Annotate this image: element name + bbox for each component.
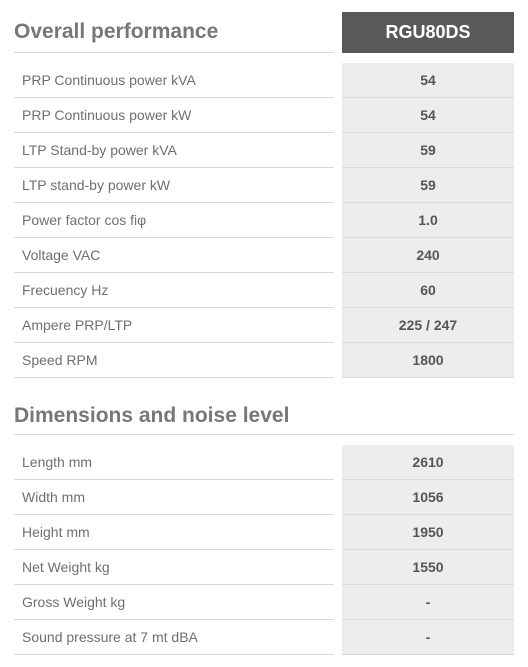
table-row: Height mm1950 bbox=[14, 515, 514, 550]
spec-value: 225 / 247 bbox=[342, 308, 514, 343]
spec-value: 1550 bbox=[342, 550, 514, 585]
model-badge: RGU80DS bbox=[342, 12, 514, 53]
table-row: LTP stand-by power kW59 bbox=[14, 168, 514, 203]
table-row: Net Weight kg1550 bbox=[14, 550, 514, 585]
spec-value: 54 bbox=[342, 98, 514, 133]
spec-label: Power factor cos fiφ bbox=[14, 203, 334, 238]
spec-value: 1.0 bbox=[342, 203, 514, 238]
spec-value: - bbox=[342, 620, 514, 655]
spec-rows: PRP Continuous power kVA54PRP Continuous… bbox=[14, 63, 514, 378]
spec-label: Width mm bbox=[14, 480, 334, 515]
spec-label: Height mm bbox=[14, 515, 334, 550]
spec-label: Net Weight kg bbox=[14, 550, 334, 585]
table-row: Width mm1056 bbox=[14, 480, 514, 515]
table-row: Frecuency Hz60 bbox=[14, 273, 514, 308]
table-row: Ampere PRP/LTP225 / 247 bbox=[14, 308, 514, 343]
table-row: Power factor cos fiφ1.0 bbox=[14, 203, 514, 238]
spec-value: 1056 bbox=[342, 480, 514, 515]
section-title: Overall performance bbox=[14, 12, 334, 53]
spec-label: PRP Continuous power kW bbox=[14, 98, 334, 133]
section-gap bbox=[14, 378, 514, 396]
spec-value: 59 bbox=[342, 133, 514, 168]
spec-value: 54 bbox=[342, 63, 514, 98]
spec-label: Length mm bbox=[14, 445, 334, 480]
table-row: Length mm2610 bbox=[14, 445, 514, 480]
table-row: Speed RPM1800 bbox=[14, 343, 514, 378]
spec-value: 1950 bbox=[342, 515, 514, 550]
table-row: LTP Stand-by power kVA59 bbox=[14, 133, 514, 168]
spec-label: Gross Weight kg bbox=[14, 585, 334, 620]
table-row: Gross Weight kg- bbox=[14, 585, 514, 620]
section-title: Dimensions and noise level bbox=[14, 396, 514, 435]
spec-value: 240 bbox=[342, 238, 514, 273]
spec-label: Ampere PRP/LTP bbox=[14, 308, 334, 343]
spec-rows: Length mm2610Width mm1056Height mm1950Ne… bbox=[14, 445, 514, 655]
spec-label: Sound pressure at 7 mt dBA bbox=[14, 620, 334, 655]
spec-label: Speed RPM bbox=[14, 343, 334, 378]
spec-value: 59 bbox=[342, 168, 514, 203]
spec-label: LTP Stand-by power kVA bbox=[14, 133, 334, 168]
table-row: Sound pressure at 7 mt dBA- bbox=[14, 620, 514, 655]
spec-label: LTP stand-by power kW bbox=[14, 168, 334, 203]
table-row: PRP Continuous power kVA54 bbox=[14, 63, 514, 98]
section-header: Dimensions and noise level bbox=[14, 396, 514, 435]
spec-value: 2610 bbox=[342, 445, 514, 480]
spec-label: Voltage VAC bbox=[14, 238, 334, 273]
table-row: PRP Continuous power kW54 bbox=[14, 98, 514, 133]
spec-value: - bbox=[342, 585, 514, 620]
spec-label: Frecuency Hz bbox=[14, 273, 334, 308]
spec-value: 1800 bbox=[342, 343, 514, 378]
section-header: Overall performanceRGU80DS bbox=[14, 12, 514, 53]
spec-value: 60 bbox=[342, 273, 514, 308]
spec-label: PRP Continuous power kVA bbox=[14, 63, 334, 98]
table-row: Voltage VAC240 bbox=[14, 238, 514, 273]
